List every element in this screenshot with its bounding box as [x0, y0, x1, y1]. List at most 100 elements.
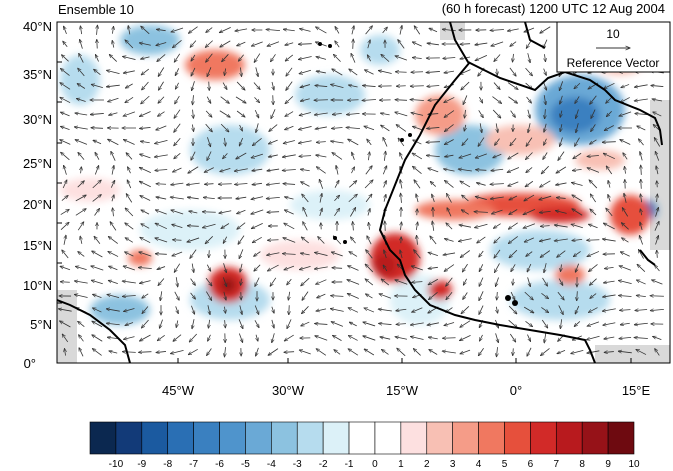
- wind-vector-icon: [205, 236, 214, 243]
- wind-vector-icon: [300, 253, 310, 255]
- wind-vector-icon: [220, 123, 229, 132]
- wind-vector-icon: [125, 40, 134, 49]
- wind-vector-icon: [266, 197, 280, 198]
- wind-vector-icon: [190, 278, 196, 286]
- wind-vector-icon: [604, 337, 615, 339]
- wind-vector-icon: [335, 27, 340, 34]
- wind-vector-icon: [428, 100, 439, 101]
- wind-vector-icon: [111, 151, 116, 161]
- wind-vector-icon: [543, 152, 548, 159]
- wind-vector-icon: [349, 322, 357, 327]
- wind-vector-icon: [555, 211, 567, 214]
- wind-vector-icon: [571, 350, 584, 353]
- wind-vector-icon: [193, 95, 194, 105]
- wind-vector-icon: [347, 293, 359, 299]
- wind-vector-icon: [575, 96, 580, 103]
- wind-vector-icon: [255, 277, 260, 287]
- wind-vector-icon: [378, 70, 392, 74]
- wind-vector-icon: [332, 335, 342, 341]
- wind-vector-icon: [81, 167, 82, 174]
- wind-vector-icon: [94, 236, 101, 244]
- wind-vector-icon: [284, 265, 295, 270]
- wind-vector-icon: [235, 96, 246, 103]
- wind-vector-icon: [316, 279, 327, 285]
- wind-vector-icon: [429, 28, 438, 33]
- wind-vector-icon: [492, 96, 501, 104]
- wind-vector-icon: [640, 222, 642, 231]
- wind-vector-icon: [513, 278, 514, 286]
- wind-vector-icon: [636, 280, 646, 285]
- wind-vector-icon: [460, 44, 471, 45]
- wind-vector-icon: [382, 27, 388, 34]
- wind-vector-icon: [256, 347, 259, 356]
- wind-vector-icon: [283, 140, 295, 143]
- wind-vector-icon: [80, 236, 82, 244]
- wind-vector-icon: [139, 43, 151, 46]
- wind-vector-icon: [367, 40, 370, 49]
- wind-vector-icon: [160, 291, 161, 300]
- wind-vector-icon: [208, 319, 209, 328]
- wind-vector-icon: [300, 84, 311, 88]
- wind-vector-icon: [78, 152, 85, 160]
- wind-vector-icon: [587, 155, 599, 156]
- wind-vector-icon: [429, 349, 438, 355]
- wind-vector-icon: [620, 252, 630, 257]
- wind-vector-icon: [348, 85, 358, 87]
- wind-vector-icon: [254, 264, 261, 271]
- wind-vector-icon: [507, 82, 518, 90]
- reference-label: Reference Vector: [567, 56, 660, 70]
- wind-vector-icon: [509, 67, 516, 76]
- wind-vector-icon: [382, 166, 386, 175]
- wind-vector-icon: [299, 156, 312, 157]
- wind-vector-icon: [608, 180, 610, 188]
- wind-vector-icon: [527, 277, 531, 286]
- wind-vector-icon: [525, 67, 533, 76]
- wind-vector-icon: [411, 72, 424, 73]
- wind-vector-icon: [125, 238, 134, 243]
- wind-vector-icon: [332, 153, 343, 160]
- wind-vector-icon: [238, 319, 243, 328]
- wind-vector-icon: [416, 194, 418, 203]
- wind-vector-icon: [267, 252, 280, 255]
- colorbar-label: -8: [163, 459, 172, 470]
- wind-vector-icon: [208, 334, 211, 341]
- wind-vector-icon: [267, 169, 280, 171]
- wind-vector-icon: [74, 281, 88, 284]
- wind-vector-icon: [138, 267, 152, 268]
- wind-vector-icon: [636, 295, 646, 296]
- x-tick-label: 45°W: [162, 383, 195, 398]
- wind-vector-icon: [122, 281, 136, 283]
- wind-vector-icon: [331, 322, 344, 327]
- wind-vector-icon: [140, 141, 150, 143]
- wind-vector-icon: [331, 252, 343, 257]
- wind-vector-icon: [430, 236, 437, 245]
- wind-vector-icon: [253, 82, 260, 90]
- wind-vector-icon: [155, 254, 167, 255]
- wind-vector-icon: [155, 139, 168, 143]
- wind-vector-icon: [587, 240, 600, 241]
- wind-vector-icon: [460, 181, 471, 188]
- wind-vector-icon: [91, 280, 103, 285]
- wind-vector-icon: [170, 349, 184, 353]
- wind-vector-icon: [79, 53, 84, 63]
- wind-vector-icon: [508, 319, 518, 328]
- wind-vector-icon: [364, 180, 373, 189]
- wind-vector-icon: [444, 264, 455, 272]
- wind-vector-icon: [303, 222, 308, 231]
- wind-vector-icon: [510, 41, 517, 47]
- wind-vector-icon: [367, 139, 372, 146]
- wind-vector-icon: [414, 180, 421, 189]
- wind-vector-icon: [652, 99, 663, 101]
- wind-vector-icon: [139, 334, 151, 341]
- wind-vector-icon: [92, 251, 103, 258]
- wind-vector-icon: [411, 113, 424, 116]
- wind-vector-icon: [479, 305, 484, 315]
- wind-vector-icon: [91, 84, 103, 89]
- wind-vector-icon: [559, 81, 564, 90]
- colorbar-swatch: [219, 421, 246, 455]
- wind-vector-icon: [656, 166, 658, 175]
- wind-vector-icon: [558, 305, 564, 314]
- wind-vector-icon: [383, 181, 387, 188]
- wind-vector-icon: [603, 153, 615, 160]
- wind-vector-icon: [316, 142, 326, 143]
